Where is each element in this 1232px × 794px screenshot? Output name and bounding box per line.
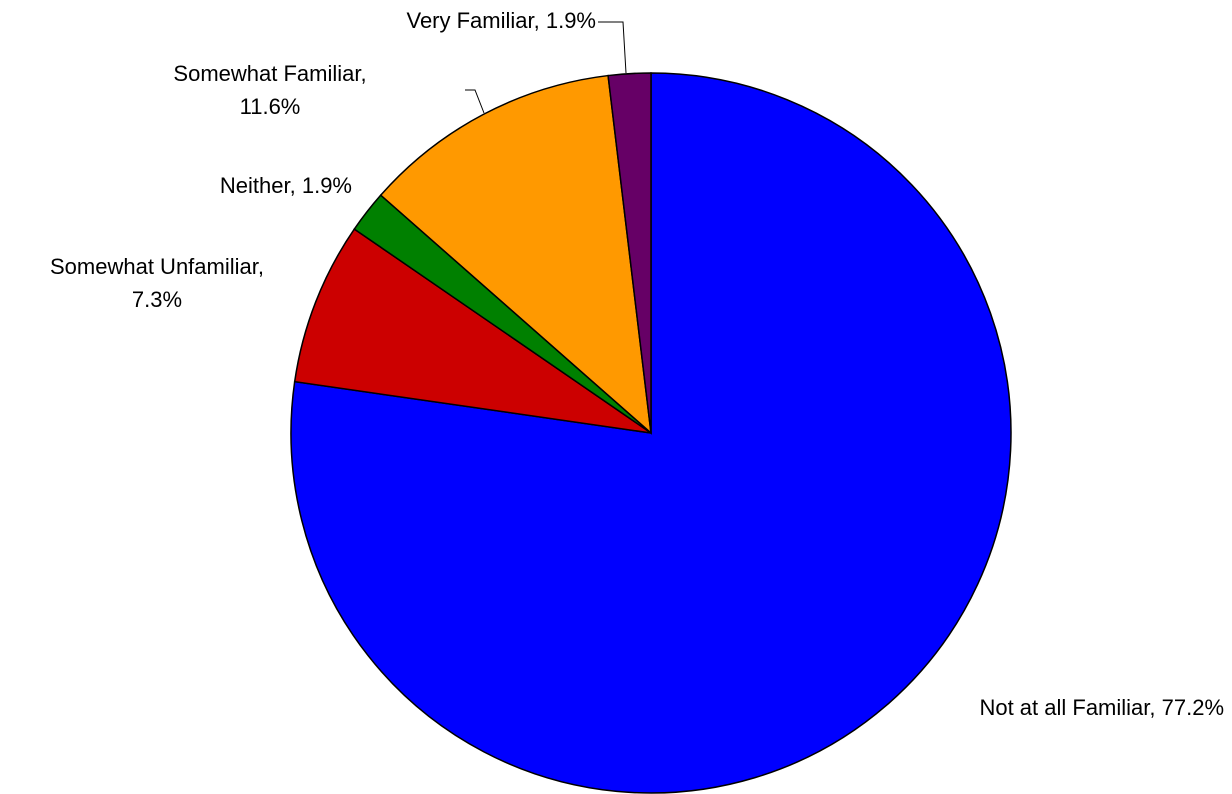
- leader-line: [465, 89, 485, 114]
- data-label: 11.6%: [240, 94, 301, 119]
- pie-slice: [293, 228, 652, 434]
- data-label: Neither, 1.9%: [220, 173, 352, 198]
- pie-slice: [379, 74, 652, 435]
- data-label: Not at all Familiar, 77.2%: [979, 695, 1224, 720]
- data-label: Somewhat Familiar,: [173, 61, 366, 86]
- leader-line: [598, 21, 627, 74]
- data-label: Somewhat Unfamiliar,: [50, 254, 264, 279]
- pie-slice: [607, 72, 652, 434]
- data-label: Very Familiar, 1.9%: [406, 8, 596, 33]
- data-label: 7.3%: [132, 287, 182, 312]
